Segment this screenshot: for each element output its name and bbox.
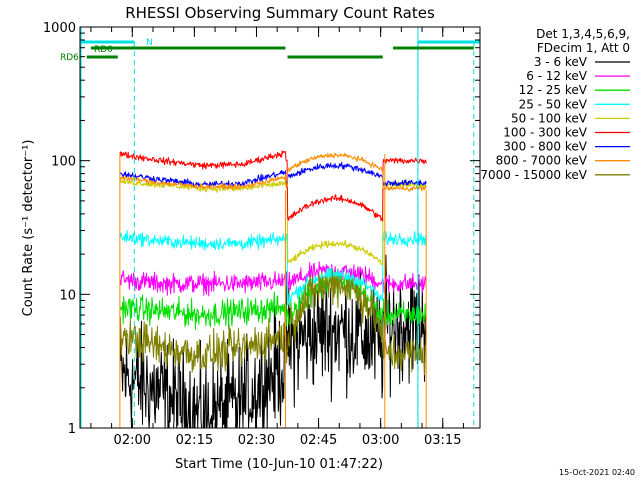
- series-line-5: [119, 150, 427, 222]
- series-line-8: [119, 268, 427, 376]
- y-axis-label: Count Rate (s⁻¹ detector⁻¹): [21, 140, 36, 317]
- legend-label-8: 7000 - 15000 keV: [480, 168, 587, 182]
- series-line-6: [119, 161, 427, 189]
- flag-label-n: N: [146, 38, 153, 48]
- plot-area: [119, 150, 427, 429]
- series-line-7: [119, 152, 427, 192]
- legend: Det 1,3,4,5,6,9, FDecim 1, Att 0 3 - 6 k…: [480, 27, 630, 182]
- legend-label-2: 12 - 25 keV: [519, 83, 588, 97]
- axes: 1 10 100 1000 02:00 02:15 02:30 02:45 03:00 03:15: [43, 21, 481, 448]
- legend-label-1: 6 - 12 keV: [526, 69, 588, 83]
- series-line-4: [119, 177, 427, 266]
- x-tick-label-3: 02:45: [300, 433, 337, 448]
- x-tick-label-2: 02:30: [238, 433, 275, 448]
- flag-label-rd6: RD6: [60, 53, 79, 63]
- legend-label-3: 25 - 50 keV: [519, 97, 588, 111]
- plot-frame: [79, 26, 481, 429]
- legend-label-7: 800 - 7000 keV: [496, 154, 588, 168]
- y-tick-label-0: 1: [68, 422, 76, 437]
- y-tick-label-2: 100: [51, 155, 76, 170]
- flag-label-rd0: RD0: [94, 45, 113, 55]
- y-tick-label-1: 10: [59, 288, 76, 303]
- legend-label-0: 3 - 6 keV: [534, 55, 588, 69]
- chart-title: RHESSI Observing Summary Count Rates: [125, 4, 435, 22]
- y-tick-label-3: 1000: [43, 21, 76, 36]
- x-tick-label-5: 03:15: [424, 433, 461, 448]
- generation-timestamp: 15-Oct-2021 02:40: [559, 468, 635, 477]
- x-tick-label-0: 02:00: [114, 433, 151, 448]
- legend-header-2: FDecim 1, Att 0: [537, 41, 630, 55]
- series-line-1: [119, 261, 427, 297]
- legend-label-4: 50 - 100 keV: [511, 111, 588, 125]
- x-axis-label: Start Time (10-Jun-10 01:47:22): [175, 457, 383, 472]
- legend-label-6: 300 - 800 keV: [503, 140, 587, 154]
- legend-header-1: Det 1,3,4,5,6,9,: [536, 27, 630, 41]
- series-line-3: [119, 229, 427, 306]
- legend-label-5: 100 - 300 keV: [503, 126, 587, 140]
- x-tick-label-4: 03:00: [362, 433, 399, 448]
- x-tick-label-1: 02:15: [176, 433, 213, 448]
- flag-bars: [80, 27, 480, 428]
- series-line-2: [119, 272, 427, 332]
- series-line-0: [119, 254, 427, 429]
